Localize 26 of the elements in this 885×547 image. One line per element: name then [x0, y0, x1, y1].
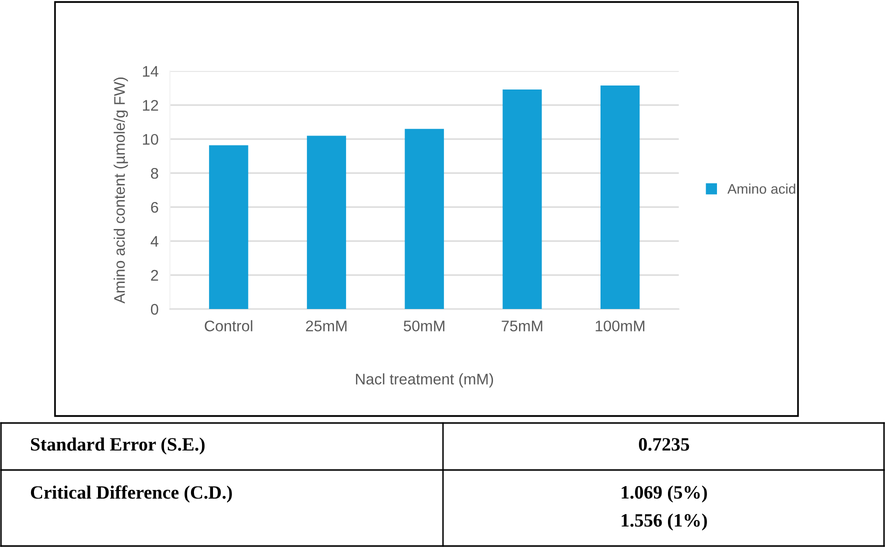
- y-tick-label: 8: [150, 168, 158, 179]
- x-tick-label: 25mM: [306, 320, 346, 332]
- bar: [502, 89, 542, 310]
- y-tick-label: 0: [150, 304, 158, 315]
- x-tick-label: 50mM: [404, 320, 444, 332]
- text: 1.069 (5%): [622, 486, 707, 502]
- text: Critical Difference (C.D.): [30, 485, 232, 503]
- y-axis-title: Amino acid content (µmole/g FW): [114, 78, 128, 304]
- bar: [600, 86, 640, 310]
- bar: [404, 128, 444, 310]
- y-tick-label: 14: [142, 66, 158, 77]
- text: 1.556 (1%): [622, 514, 707, 530]
- y-tick-label: 12: [142, 100, 158, 111]
- text: 0.7235: [638, 438, 690, 451]
- y-tick-label: 10: [142, 134, 158, 145]
- text: Standard Error (S.E.): [31, 438, 205, 454]
- x-tick-label: Control: [204, 320, 252, 332]
- x-tick-label: 75mM: [502, 320, 542, 332]
- x-tick-label: 100mM: [596, 320, 644, 332]
- bar: [209, 145, 248, 310]
- x-axis-title: Nacl treatment (mM): [356, 373, 494, 388]
- legend-label: Amino acid: [727, 184, 796, 194]
- y-tick-label: 6: [151, 202, 158, 213]
- bar: [306, 136, 346, 310]
- y-tick-label: 2: [151, 270, 158, 281]
- y-tick-label: 4: [150, 236, 158, 247]
